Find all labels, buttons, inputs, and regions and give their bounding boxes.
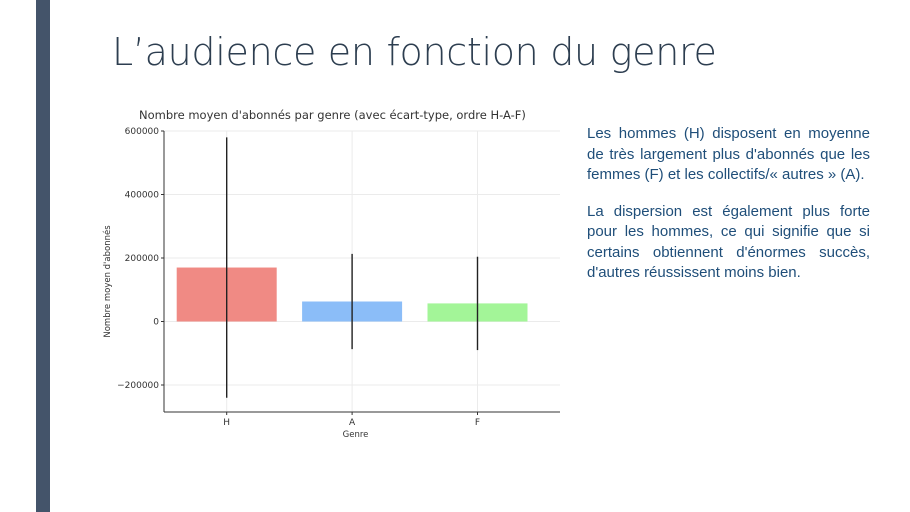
y-tick-label: 400000 (125, 191, 160, 201)
chart-axes (163, 131, 560, 413)
chart-error-bars (225, 137, 479, 398)
slide-title: L’audience en fonction du genre (112, 30, 717, 74)
commentary-paragraph-2: La dispersion est également plus forte p… (587, 202, 870, 282)
chart-svg: Nombre moyen d'abonnés par genre (avec é… (102, 108, 560, 440)
commentary-paragraph-1: Les hommes (H) disposent en moyenne de t… (587, 125, 870, 183)
bar-chart: Nombre moyen d'abonnés par genre (avec é… (100, 103, 560, 448)
x-tick-label-A: A (349, 418, 356, 428)
y-tick-label: 600000 (125, 127, 160, 137)
chart-title: Nombre moyen d'abonnés par genre (avec é… (139, 108, 526, 122)
slide-accent-bar (36, 0, 50, 512)
x-tick-label-H: H (223, 418, 230, 428)
y-tick-label: 0 (153, 318, 159, 328)
y-ticks: −200000 0 200000 400000 600000 (117, 127, 164, 391)
x-axis-label: Genre (343, 430, 369, 440)
y-tick-label: 200000 (125, 254, 160, 264)
commentary-text: Les hommes (H) disposent en moyenne de t… (587, 124, 870, 300)
y-axis-label: Nombre moyen d'abonnés (102, 225, 113, 338)
x-tick-label-F: F (475, 418, 480, 428)
y-tick-label: −200000 (117, 381, 159, 391)
